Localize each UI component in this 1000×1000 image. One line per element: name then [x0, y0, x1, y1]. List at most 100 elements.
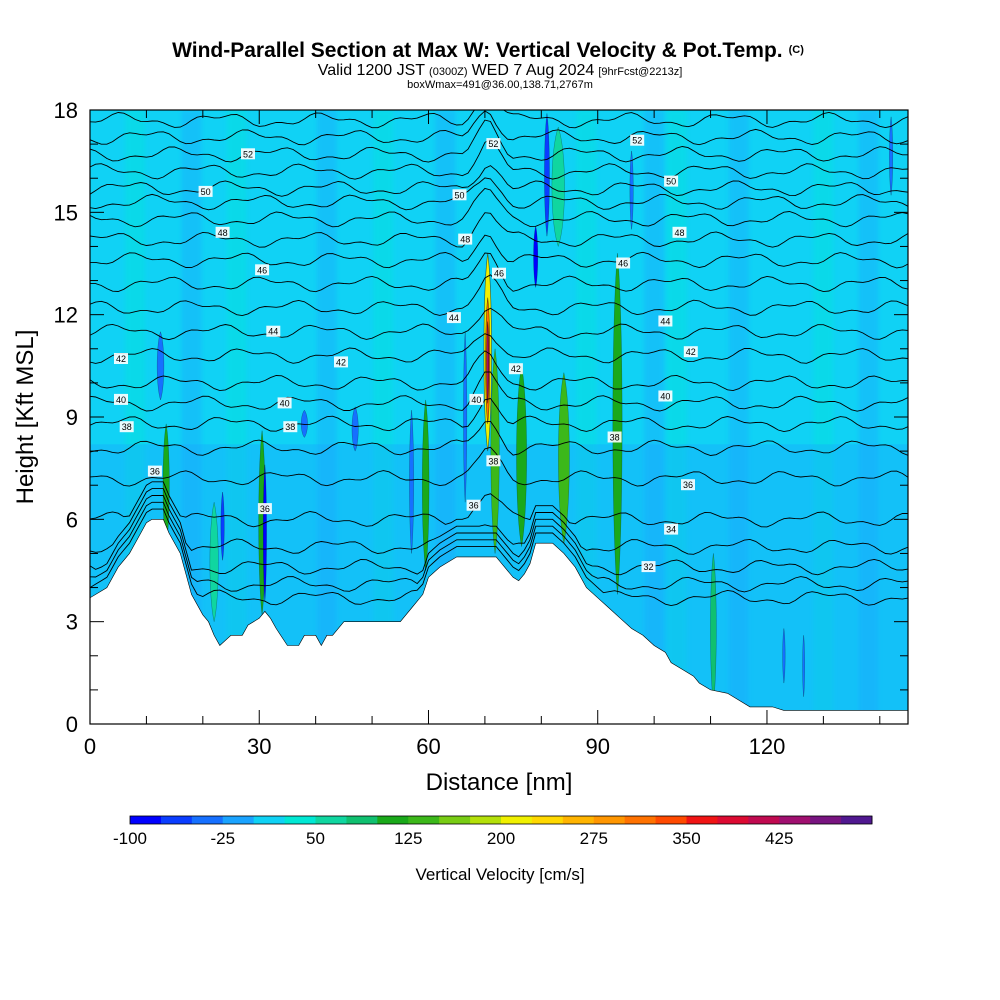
chart-title: Wind-Parallel Section at Max W: Vertical… — [172, 39, 804, 62]
theta-label-text: 48 — [218, 228, 228, 238]
x-tick-label: 0 — [84, 734, 96, 759]
velocity-cell — [422, 399, 430, 571]
y-tick-label: 9 — [66, 405, 78, 430]
theta-label-bg — [658, 315, 673, 327]
theta-label-bg — [241, 148, 255, 160]
theta-label-bg — [630, 134, 645, 146]
theta-label-text: 40 — [116, 395, 126, 405]
theta-contour-label: 38 — [486, 455, 501, 467]
theta-contour-label: 46 — [616, 257, 631, 269]
theta-contour-label: 46 — [255, 264, 270, 276]
colorbar-frame — [129, 815, 873, 825]
theta-label-text: 40 — [280, 398, 290, 408]
x-tick-label: 30 — [247, 734, 271, 759]
theta-label-bg — [508, 363, 523, 375]
theta-contour — [90, 234, 908, 269]
theta-label-text: 40 — [660, 392, 670, 402]
theta-label-text: 44 — [660, 317, 670, 327]
colorbar-segment — [593, 816, 626, 824]
terrain — [90, 518, 908, 724]
theta-contour-label: 46 — [492, 267, 506, 279]
theta-contour-label: 44 — [446, 312, 461, 324]
theta-label-text: 52 — [243, 149, 253, 159]
colorbar-tick-label: 50 — [306, 829, 325, 848]
theta-label-bg — [492, 267, 506, 279]
theta-label-bg — [114, 353, 128, 364]
theta-contour-label: 44 — [658, 315, 673, 327]
theta-label-text: 42 — [336, 357, 346, 367]
background-band — [576, 110, 597, 724]
theta-label-text: 48 — [460, 235, 470, 245]
theta-label-bg — [255, 264, 270, 276]
theta-contour-label: 42 — [334, 356, 348, 368]
theta-contour — [90, 110, 908, 146]
plot-area: 32 34 36 36 36 36 38 38 38 38 40 40 40 40 42 42 42 42 44 44… — [90, 110, 908, 724]
theta-label-text: 50 — [454, 190, 464, 200]
theta-label-text: 48 — [674, 228, 684, 238]
theta-label-bg — [147, 465, 162, 477]
velocity-cell — [409, 410, 414, 554]
velocity-cell — [463, 331, 467, 503]
theta-label-bg — [658, 390, 673, 402]
theta-label-text: 32 — [643, 562, 653, 572]
theta-label-bg — [277, 397, 292, 409]
theta-contour-label: 42 — [508, 363, 523, 375]
theta-contour-label: 50 — [198, 185, 213, 197]
theta-label-bg — [452, 189, 467, 201]
theta-contour — [90, 333, 908, 364]
theta-contour-label: 48 — [458, 233, 473, 245]
theta-contour-label: 50 — [452, 189, 467, 201]
velocity-cell — [263, 464, 267, 602]
theta-contour — [90, 212, 908, 248]
velocity-cell — [301, 409, 308, 438]
theta-label-text: 42 — [116, 354, 126, 364]
theta-contour — [90, 138, 908, 180]
theta-contour-label: 48 — [672, 226, 687, 238]
background-band — [728, 110, 749, 724]
x-tick-label: 90 — [585, 734, 609, 759]
velocity-cell — [516, 365, 527, 547]
theta-label-bg — [215, 226, 230, 238]
colorbar-segment — [346, 816, 378, 824]
velocity-cell — [629, 150, 634, 230]
colorbar-segment — [222, 816, 255, 824]
theta-contour — [90, 110, 908, 129]
theta-label-bg — [469, 393, 484, 405]
colorbar-tick-label: 275 — [580, 829, 608, 848]
colorbar-segment — [624, 816, 657, 824]
theta-label-bg — [664, 175, 679, 187]
theta-contour-label: 36 — [466, 499, 481, 511]
theta-contour — [90, 307, 908, 341]
y-tick-label: 12 — [54, 303, 78, 328]
colorbar-segment — [377, 816, 409, 824]
theta-label-text: 52 — [488, 139, 498, 149]
theta-label-text: 44 — [268, 327, 278, 337]
colorbar-segment — [562, 816, 595, 824]
theta-contour-label: 48 — [215, 226, 230, 238]
theta-contour-label: 36 — [681, 479, 695, 491]
velocity-cell — [544, 113, 550, 237]
theta-contour — [90, 165, 908, 197]
colorbar-segment — [253, 816, 286, 824]
y-tick-label: 3 — [66, 610, 78, 635]
theta-contour-label: 38 — [607, 431, 622, 443]
theta-label-bg — [266, 325, 281, 337]
theta-label-text: 46 — [257, 265, 267, 275]
theta-label-bg — [486, 138, 501, 150]
theta-label-text: 36 — [469, 501, 479, 511]
x-axis: 0 30 60 90 120 — [84, 110, 881, 759]
theta-label-text: 36 — [150, 467, 160, 477]
theta-label-text: 52 — [632, 136, 642, 146]
theta-contour-label: 52 — [630, 134, 645, 146]
terrain-mask — [90, 518, 908, 724]
theta-label-bg — [198, 185, 213, 197]
theta-label-bg — [672, 226, 687, 238]
x-axis-label: Distance [nm] — [426, 769, 573, 796]
velocity-cell — [612, 253, 623, 595]
theta-contour-label: 50 — [664, 175, 679, 187]
theta-label-text: 50 — [201, 187, 211, 197]
theta-label-text: 38 — [285, 422, 295, 432]
theta-label-bg — [607, 431, 622, 443]
